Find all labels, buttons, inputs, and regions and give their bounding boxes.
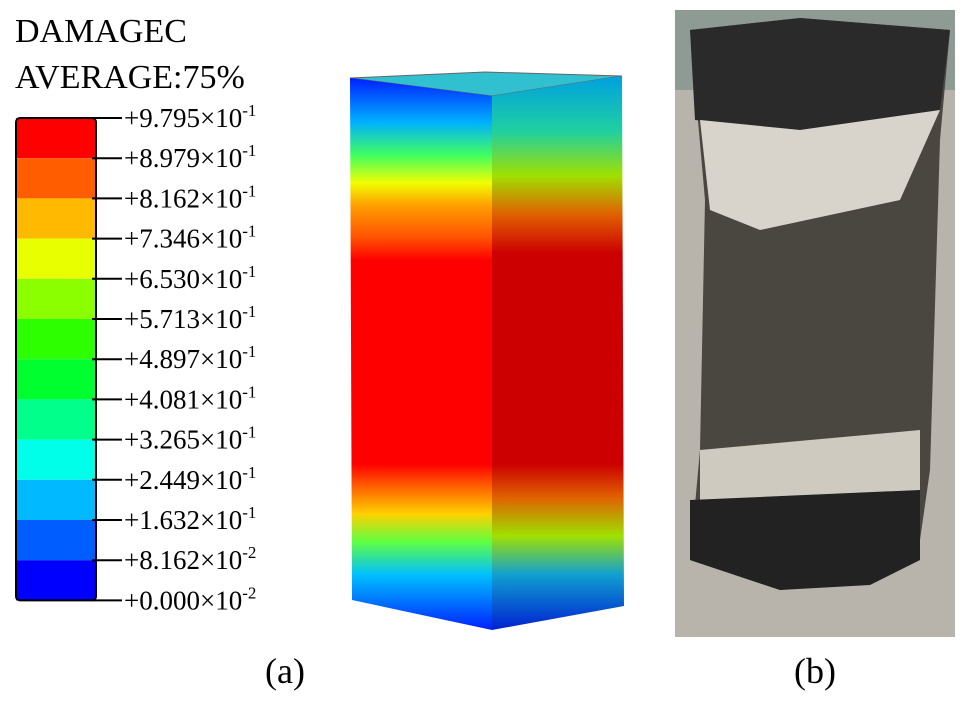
- legend-label: +1.632×10-1: [124, 503, 256, 535]
- label-base: +3.265×10: [124, 425, 242, 455]
- legend-band: [16, 239, 96, 279]
- legend-band: [16, 279, 96, 319]
- label-exponent: -2: [242, 583, 256, 602]
- legend-label: +5.713×10-1: [124, 302, 256, 334]
- legend-band: [16, 480, 96, 520]
- label-exponent: -1: [242, 342, 256, 361]
- legend-label: +4.081×10-1: [124, 382, 256, 414]
- legend-band: [16, 319, 96, 359]
- label-exponent: -1: [242, 101, 256, 120]
- legend-label: +8.162×10-2: [124, 543, 256, 575]
- label-exponent: -1: [242, 222, 256, 241]
- panel-label: (b): [794, 651, 836, 691]
- label-exponent: -1: [242, 423, 256, 442]
- legend-band: [16, 520, 96, 560]
- legend-band: [16, 560, 96, 600]
- legend-label: +0.000×10-2: [124, 583, 256, 615]
- label-base: +0.000×10: [124, 585, 242, 615]
- legend-band: [16, 359, 96, 399]
- legend-label: +9.795×10-1: [124, 101, 256, 133]
- label-exponent: -2: [242, 543, 256, 562]
- label-base: +8.979×10: [124, 143, 242, 173]
- title-line: DAMAGEC: [15, 13, 187, 50]
- legend-band: [16, 198, 96, 238]
- label-exponent: -1: [242, 262, 256, 281]
- column-left-face: [350, 78, 492, 630]
- panel-label: (a): [265, 651, 305, 691]
- legend-label: +8.162×10-1: [124, 181, 256, 213]
- label-base: +6.530×10: [124, 264, 242, 294]
- legend-label: +6.530×10-1: [124, 262, 256, 294]
- legend-band: [16, 399, 96, 439]
- label-base: +9.795×10: [124, 103, 242, 133]
- label-base: +4.897×10: [124, 344, 242, 374]
- label-exponent: -1: [242, 382, 256, 401]
- legend-label: +3.265×10-1: [124, 423, 256, 455]
- label-exponent: -1: [242, 503, 256, 522]
- label-base: +7.346×10: [124, 224, 242, 254]
- label-base: +4.081×10: [124, 384, 242, 414]
- photo: [675, 10, 955, 637]
- legend-band: [16, 118, 96, 158]
- label-base: +8.162×10: [124, 183, 242, 213]
- label-exponent: -1: [242, 302, 256, 321]
- label-exponent: -1: [242, 463, 256, 482]
- column-right-face: [492, 76, 624, 630]
- legend-label: +2.449×10-1: [124, 463, 256, 495]
- label-base: +8.162×10: [124, 545, 242, 575]
- legend-band: [16, 158, 96, 198]
- legend-label: +8.979×10-1: [124, 141, 256, 173]
- legend-label: +4.897×10-1: [124, 342, 256, 374]
- label-base: +1.632×10: [124, 505, 242, 535]
- legend: +9.795×10-1+8.979×10-1+8.162×10-1+7.346×…: [16, 101, 256, 615]
- label-exponent: -1: [242, 141, 256, 160]
- label-exponent: -1: [242, 181, 256, 200]
- title-line: AVERAGE:75%: [15, 59, 245, 96]
- figure: DAMAGEC AVERAGE:75% +9.795×10-1+8.979×10…: [0, 0, 963, 700]
- label-base: +2.449×10: [124, 465, 242, 495]
- label-base: +5.713×10: [124, 304, 242, 334]
- legend-label: +7.346×10-1: [124, 222, 256, 254]
- legend-band: [16, 440, 96, 480]
